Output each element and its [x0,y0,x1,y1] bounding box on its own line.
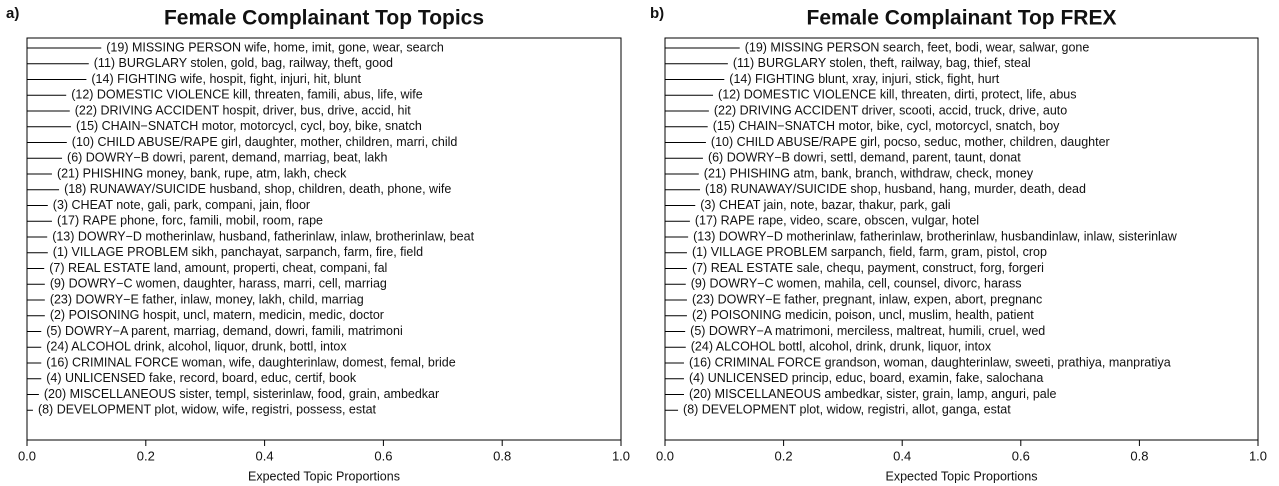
row-label: (14) FIGHTING wife, hospit, fight, injur… [91,72,361,86]
row-label: (22) DRIVING ACCIDENT hospit, driver, bu… [75,103,412,117]
row-label: (21) PHISHING money, bank, rupe, atm, la… [57,166,347,180]
row-label: (6) DOWRY−B dowri, parent, demand, marri… [67,151,387,165]
row-label: (1) VILLAGE PROBLEM sikh, panchayat, sar… [53,245,423,259]
row-label: (14) FIGHTING blunt, xray, injuri, stick… [729,72,1000,86]
x-tick-label: 0.8 [493,448,511,463]
x-tick-label: 0.0 [656,448,674,463]
row-label: (15) CHAIN−SNATCH motor, motorcycl, cycl… [76,119,422,133]
x-tick-label: 1.0 [612,448,630,463]
chart-title: Female Complainant Top Topics [164,7,484,30]
x-tick-label: 0.4 [893,448,911,463]
row-label: (3) CHEAT note, gali, park, compani, jai… [53,198,310,212]
row-label: (13) DOWRY−D motherinlaw, fatherinlaw, b… [693,229,1178,243]
panel-label: a) [6,5,19,22]
plot-frame [664,37,1259,441]
row-label: (6) DOWRY−B dowri, settl, demand, parent… [708,151,1021,165]
row-label: (23) DOWRY−E father, inlaw, money, lakh,… [50,292,364,306]
row-label: (21) PHISHING atm, bank, branch, withdra… [704,166,1034,180]
row-label: (23) DOWRY−E father, pregnant, inlaw, ex… [692,292,1042,306]
row-label: (7) REAL ESTATE sale, chequ, payment, co… [692,261,1044,275]
x-tick-label: 0.6 [374,448,392,463]
row-label: (11) BURGLARY stolen, theft, railway, ba… [733,56,1031,70]
row-label: (4) UNLICENSED princip, educ, board, exa… [689,371,1043,385]
row-label: (9) DOWRY−C women, daughter, harass, mar… [50,277,387,291]
row-label: (9) DOWRY−C women, mahila, cell, counsel… [691,277,1022,291]
row-label: (10) CHILD ABUSE/RAPE girl, pocso, seduc… [711,135,1110,149]
row-label: (3) CHEAT jain, note, bazar, thakur, par… [700,198,950,212]
row-label: (4) UNLICENSED fake, record, board, educ… [46,371,357,385]
row-label: (2) POISONING hospit, uncl, matern, medi… [50,308,384,322]
row-label: (16) CRIMINAL FORCE woman, wife, daughte… [46,355,455,369]
row-label: (10) CHILD ABUSE/RAPE girl, daughter, mo… [72,135,458,149]
row-label: (1) VILLAGE PROBLEM sarpanch, field, far… [692,245,1047,259]
row-label: (17) RAPE rape, video, scare, obscen, vu… [695,214,979,228]
row-label: (24) ALCOHOL bottl, alcohol, drink, drun… [691,340,992,354]
row-label: (8) DEVELOPMENT plot, widow, registri, a… [683,403,1011,417]
x-axis-label: Expected Topic Proportions [886,469,1038,483]
row-label: (20) MISCELLANEOUS sister, templ, sister… [44,387,439,401]
plot-frame [26,37,622,441]
row-label: (7) REAL ESTATE land, amount, properti, … [49,261,387,275]
row-label: (15) CHAIN−SNATCH motor, bike, cycl, mot… [713,119,1060,133]
x-tick-label: 0.2 [137,448,155,463]
x-tick-label: 0.0 [18,448,36,463]
x-tick-label: 0.8 [1130,448,1148,463]
row-label: (5) DOWRY−A parent, marriag, demand, dow… [46,324,402,338]
row-label: (17) RAPE phone, forc, famili, mobil, ro… [57,214,323,228]
x-axis-label: Expected Topic Proportions [248,469,400,483]
row-label: (13) DOWRY−D motherinlaw, husband, fathe… [52,229,474,243]
chart-title: Female Complainant Top FREX [807,7,1117,30]
row-label: (18) RUNAWAY/SUICIDE husband, shop, chil… [64,182,451,196]
row-label: (5) DOWRY−A matrimoni, merciless, maltre… [690,324,1045,338]
row-label: (12) DOMESTIC VIOLENCE kill, threaten, f… [71,88,423,102]
row-label: (22) DRIVING ACCIDENT driver, scooti, ac… [714,103,1067,117]
panel-label: b) [650,5,664,22]
x-tick-label: 1.0 [1249,448,1267,463]
row-label: (24) ALCOHOL drink, alcohol, liquor, dru… [46,340,347,354]
x-tick-label: 0.4 [256,448,274,463]
row-label: (20) MISCELLANEOUS ambedkar, sister, gra… [689,387,1057,401]
row-label: (19) MISSING PERSON wife, home, imit, go… [106,40,444,54]
x-tick-label: 0.2 [775,448,793,463]
row-label: (2) POISONING medicin, poison, uncl, mus… [692,308,1034,322]
row-label: (12) DOMESTIC VIOLENCE kill, threaten, d… [718,88,1076,102]
row-label: (8) DEVELOPMENT plot, widow, wife, regis… [38,403,377,417]
row-label: (16) CRIMINAL FORCE grandson, woman, dau… [689,355,1171,369]
row-label: (18) RUNAWAY/SUICIDE shop, husband, hang… [705,182,1086,196]
x-tick-label: 0.6 [1012,448,1030,463]
row-label: (11) BURGLARY stolen, gold, bag, railway… [94,56,393,70]
row-label: (19) MISSING PERSON search, feet, bodi, … [745,40,1090,54]
